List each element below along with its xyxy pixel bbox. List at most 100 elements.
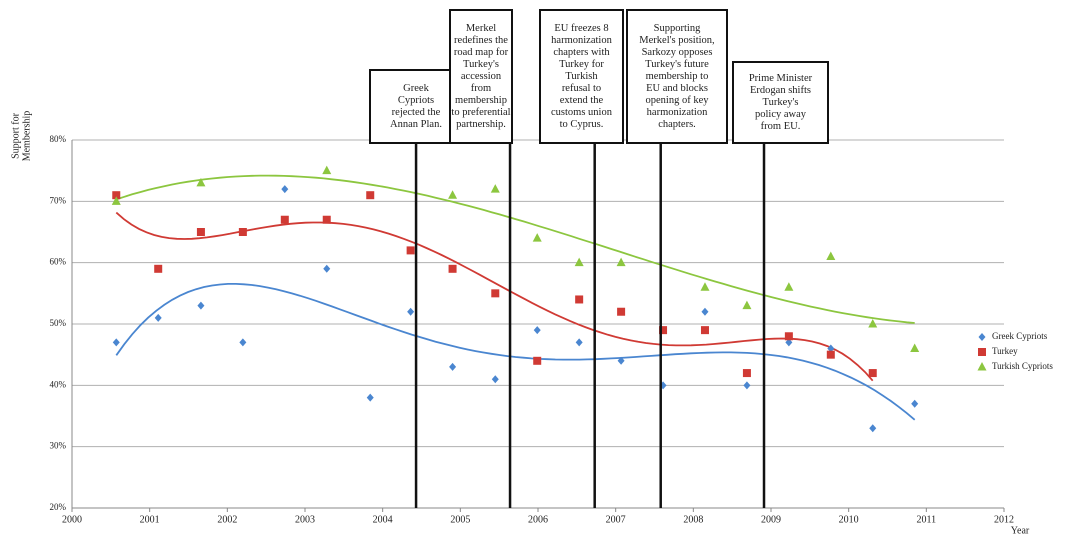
point [281,185,289,194]
x-tick-label: 2011 [917,514,937,525]
annotation-text: from EU. [761,121,801,132]
point [575,338,583,347]
point [491,375,499,384]
trend-line [115,283,916,421]
point [491,289,500,298]
point [659,326,668,335]
annotation-text: redefines the [454,35,508,46]
point [574,257,584,267]
x-tick-label: 2009 [761,514,781,525]
y-tick-label: 50% [50,318,67,328]
annotation-box [449,9,513,144]
point [868,369,877,378]
annotation-text: to Cyprus. [560,119,604,130]
point [154,264,163,273]
annotation-text: Annan Plan. [390,119,442,130]
annotation-text: Turkey's [763,97,799,108]
x-axis-label: Year [1011,525,1030,536]
point [322,165,332,175]
x-tick-label: 2006 [528,514,548,525]
point [197,301,205,310]
annotation-box [539,9,624,144]
x-tick-label: 2012 [994,514,1014,525]
point [196,177,206,187]
annotation-text: Supporting [654,23,701,34]
point [911,399,919,408]
annotation-box [732,61,829,144]
annotation-text: membership [455,95,507,106]
legend-label: Turkish Cypriots [992,361,1053,371]
point [490,184,500,193]
trend-line [116,174,915,324]
annotation-text: extend the [560,95,604,106]
annotation-text: Turkey for [559,59,604,70]
annotation-text: Greek [403,83,429,94]
legend-marker [978,333,986,341]
point [910,343,920,353]
point [826,251,836,261]
point [533,326,541,335]
point [322,215,331,224]
y-tick-label: 40% [50,379,67,389]
point [239,338,247,347]
x-tick-label: 2003 [295,514,315,525]
y-tick-label: 30% [50,441,67,451]
point [785,338,793,347]
y-tick-label: 70% [50,195,67,205]
y-tick-label: 60% [50,257,67,267]
point [112,191,121,200]
annotation-text: road map for [454,47,509,58]
point [868,319,878,328]
point [784,282,794,291]
annotation-text: EU and blocks [646,83,708,94]
annotation-box [626,9,728,144]
y-axis-label: Membership [21,111,32,162]
point [742,369,751,378]
y-axis-label: Support for [10,112,21,159]
y-tick-label: 80% [50,134,67,144]
annotation-text: Turkey's future [645,59,709,70]
annotation-text: harmonization [647,107,708,118]
x-tick-label: 2000 [62,514,82,525]
x-tick-label: 2001 [140,514,160,525]
annotation-text: EU freezes 8 [554,23,608,34]
legend-marker [977,362,987,371]
point [196,228,205,236]
point [826,350,835,359]
point [827,344,835,353]
point [700,282,710,291]
point [407,307,415,316]
point [616,257,626,267]
annotation-text: Prime Minister [749,73,813,84]
point [533,356,542,365]
annotation-text: Turkey's [463,59,499,70]
point [701,307,709,316]
annotation-text: harmonization [551,35,612,46]
point [238,228,247,236]
annotation-text: Merkel [466,23,496,34]
legend-marker [978,348,986,356]
legend-label: Greek Cypriots [992,331,1048,341]
annotation-text: Erdogan shifts [750,85,811,96]
annotation-text: Sarkozy opposes [642,47,713,58]
point [869,424,877,433]
point [366,191,375,200]
point [700,326,709,335]
point [366,393,374,402]
point [406,246,415,255]
point [112,338,120,347]
point [575,295,584,304]
annotation-box [369,69,463,144]
x-tick-label: 2007 [606,514,626,525]
annotation-text: policy away [755,109,807,120]
annotation-text: Turkish [565,71,598,82]
annotation-text: Cypriots [398,95,434,106]
point [111,196,121,205]
annotation-text: rejected the [392,107,441,118]
annotation-text: chapters. [658,119,696,130]
x-tick-label: 2005 [450,514,470,525]
